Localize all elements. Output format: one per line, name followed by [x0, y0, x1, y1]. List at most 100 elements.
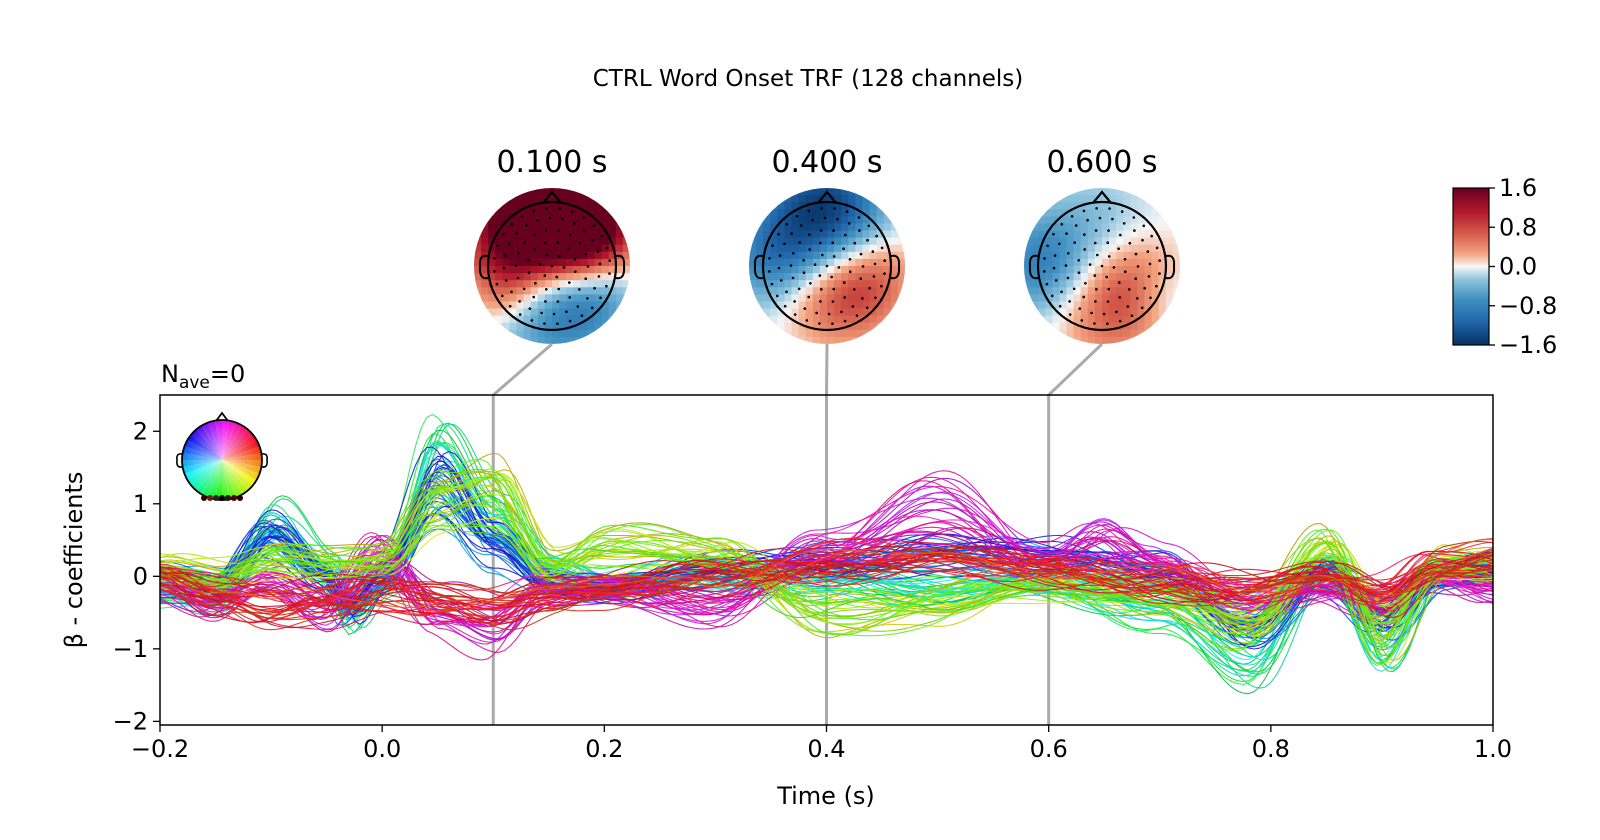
sensor-dot: [859, 252, 863, 256]
topomap-cell: [1172, 287, 1180, 295]
topomap-cell: [897, 258, 905, 267]
topomap-cell: [784, 258, 793, 267]
topomap-cell: [523, 244, 532, 253]
topomap-cell: [798, 216, 807, 225]
topomap-cell: [1144, 195, 1153, 203]
topomap-cell: [1123, 195, 1131, 203]
topomap-cell: [1123, 336, 1131, 344]
topomap-cell: [1066, 301, 1075, 310]
sensor-dot: [608, 272, 611, 275]
sensor-dot: [1052, 232, 1055, 236]
sensor-dot: [600, 234, 603, 238]
topomap-cell: [1094, 287, 1103, 295]
colorbar-tick-label: 0.8: [1499, 213, 1537, 241]
sensor-dot: [1155, 284, 1158, 288]
topomap-cell: [1031, 315, 1039, 324]
topomap-cell: [827, 244, 835, 253]
topomap-cell: [1172, 237, 1180, 246]
topomap-cell: [1045, 251, 1053, 260]
topomap-cell: [580, 280, 589, 288]
sensor-dot: [518, 300, 521, 303]
sensor-dot: [504, 279, 508, 282]
topomap-cell: [544, 329, 553, 338]
topomap-cell: [622, 216, 630, 225]
topomap-cell: [862, 188, 871, 196]
topomap-cell: [1094, 308, 1103, 317]
topomap-cell: [1144, 308, 1153, 317]
topomap-cell: [777, 294, 786, 303]
sensor-dot: [813, 263, 817, 266]
topomap-cell: [1130, 273, 1139, 281]
topomap-cell: [1116, 308, 1124, 317]
topomap-cell: [495, 336, 503, 344]
topomap-cell: [883, 329, 892, 338]
topomap-cell: [1172, 216, 1180, 225]
topomap-cell: [544, 258, 553, 267]
topomap-cell: [756, 308, 764, 317]
sensor-dot: [501, 294, 504, 298]
topomap-cell: [502, 223, 511, 232]
sensor-dot: [866, 238, 869, 242]
topomap-cell: [1059, 266, 1068, 274]
topomap-cell: [544, 266, 553, 274]
topomap-cell: [798, 294, 807, 303]
topomap-cell: [1109, 336, 1117, 344]
topomap-cell: [841, 237, 849, 246]
topomap-cell: [1109, 237, 1117, 246]
topomap-cell: [791, 258, 800, 267]
topomap-cell: [1045, 322, 1053, 331]
topomap-cell: [1087, 315, 1096, 324]
topomap-cell: [791, 202, 800, 210]
topomap-cell: [481, 230, 489, 239]
topomap-cell: [622, 237, 630, 246]
topomap-cell: [883, 195, 892, 203]
topomap-cell: [805, 258, 814, 267]
topomap-cell: [1102, 301, 1110, 310]
y-tick-label: 1: [133, 490, 148, 518]
topomap-cell: [876, 251, 885, 260]
topomap-cell: [1123, 329, 1131, 338]
topomap-cell: [559, 329, 567, 338]
topomap-cell: [1080, 308, 1089, 317]
topomap-cell: [1066, 294, 1075, 303]
topomap-cell: [594, 294, 603, 303]
sensor-dot: [849, 270, 852, 274]
topomap-cell: [784, 280, 793, 288]
sensor-dot: [847, 222, 851, 225]
topomap-cell: [502, 273, 511, 281]
topomap-cell: [488, 329, 496, 338]
topomap-cell: [495, 209, 503, 217]
sensor-dot: [857, 216, 861, 219]
topomap-cell: [1102, 251, 1110, 260]
sensor-dot: [562, 266, 566, 269]
topomap-cell: [1158, 322, 1167, 331]
topomap-cell: [509, 188, 518, 196]
topomap-cell: [1066, 223, 1075, 232]
topomap-cell: [805, 237, 814, 246]
topomap-cell: [1024, 258, 1032, 267]
topomap-cell: [784, 329, 793, 338]
sensor-dot: [533, 233, 536, 236]
sensor-dot: [568, 296, 571, 299]
channel-trace: [160, 548, 1493, 614]
topomap-cell: [827, 202, 835, 210]
topomap-cell: [791, 280, 800, 288]
channel-trace: [160, 545, 1493, 605]
wheel-left-ear: [176, 453, 183, 468]
channel-trace: [160, 538, 1493, 609]
topomap-cell: [580, 237, 589, 246]
topomap-cell: [474, 322, 482, 331]
wheel-occipital-dot: [207, 495, 213, 501]
topomap-cell: [1123, 230, 1131, 239]
topomap-cell: [883, 244, 892, 253]
topomap-cell: [749, 195, 757, 203]
topomap-cell: [495, 237, 503, 246]
sensor-dot: [543, 274, 547, 277]
topomap-cell: [1172, 280, 1180, 288]
topomap-cell: [1165, 315, 1174, 324]
sensor-dot: [573, 258, 577, 261]
topomap-cell: [544, 216, 553, 225]
sensor-dot: [1083, 233, 1086, 236]
topomap-cell: [580, 294, 589, 303]
topomap-cell: [1137, 294, 1146, 303]
